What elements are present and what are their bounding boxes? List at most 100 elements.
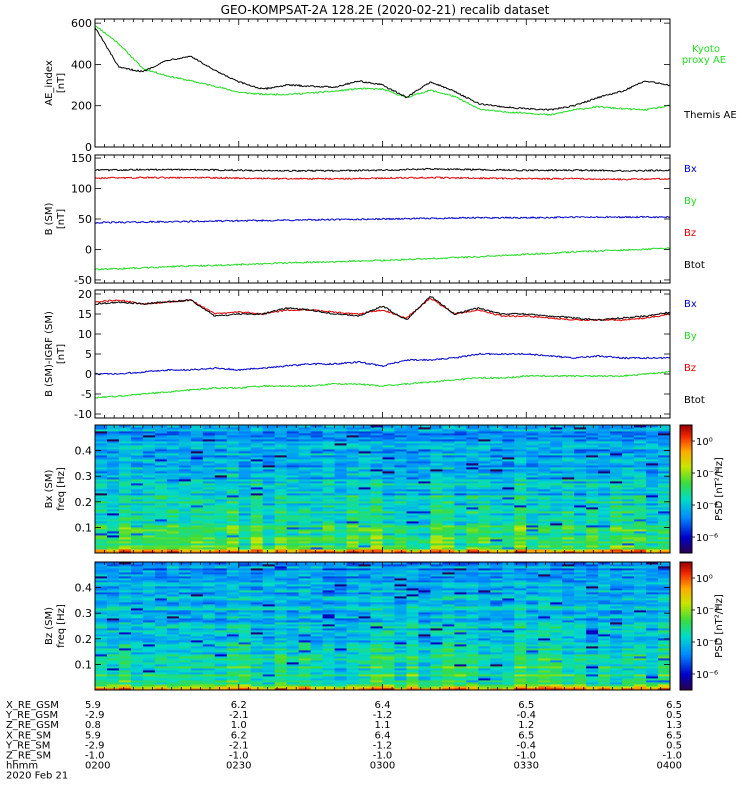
spectrogram-cell [286,483,300,486]
spectrogram-cell [334,495,347,498]
spectrogram-cell [250,652,264,655]
spectrogram-cell [406,491,419,494]
spectrogram-cell [370,646,383,649]
spectrogram-cell [490,483,503,486]
spectrogram-cell [226,541,240,544]
spectrogram-cell [358,531,371,534]
spectrogram-cell [442,497,455,500]
spectrogram-cell [118,543,132,546]
spectrogram-cell [430,439,443,442]
spectrogram-cell [526,425,539,428]
spectrogram-cell [574,479,587,482]
spectrogram-cell [382,489,395,492]
spectrogram-cell [95,668,108,671]
spectrogram-cell [358,513,371,516]
spectrogram-cell [646,523,659,526]
spectrogram-cell [514,515,527,518]
spectrogram-cell [622,447,635,450]
spectrogram-cell [226,652,240,655]
spectrogram-cell [262,503,276,506]
spectrogram-cell [490,503,503,506]
spectrogram-cell [346,644,359,647]
spectrogram-cell [562,678,575,681]
spectrogram-cell [334,660,347,663]
spectrogram-cell [586,688,599,691]
spectrogram-cell [394,648,407,651]
spectrogram-cell [142,680,156,683]
spectrogram-cell [298,678,312,681]
spectrogram-cell [95,648,108,651]
spectrogram-cell [586,519,599,522]
spectrogram-cell [550,447,563,450]
spectrogram-cell [418,656,431,659]
spectrogram-cell [250,507,264,510]
spectrogram-cell [574,435,587,438]
spectrogram-cell [382,525,395,528]
spectrogram-cell [430,443,443,446]
spectrogram-cell [550,489,563,492]
spectrogram-cell [646,491,659,494]
spectrogram-cell [322,483,335,486]
spectrogram-cell [454,688,467,691]
spectrogram-cell [394,483,407,486]
spectrogram-cell [382,662,395,665]
spectrogram-cell [442,535,455,538]
spectrogram-cell [646,443,659,446]
spectrogram-cell [334,511,347,514]
spectrogram-cell [454,549,467,552]
spectrogram-cell [214,549,228,552]
spectrogram-cell [502,475,515,478]
spectrogram-cell [550,525,563,528]
spectrogram-cell [490,489,503,492]
spectrogram-cell [550,495,563,498]
spectrogram-cell [202,682,216,685]
spectrogram-cell [586,475,599,478]
spectrogram-cell [118,481,132,484]
spectrogram-cell [262,501,276,504]
spectrogram-cell [478,459,491,462]
spectrogram-cell [382,642,395,645]
legend-kyoto-proxy-ae: Kyoto [692,44,720,55]
spectrogram-cell [466,656,479,659]
spectrogram-cell [442,427,455,430]
spectrogram-cell [610,535,623,538]
spectrogram-cell [202,485,216,488]
spectrogram-cell [95,662,108,665]
spectrogram-cell [346,465,359,468]
spectrogram-cell [442,489,455,492]
spectrogram-cell [95,513,108,516]
spectrogram-cell [514,545,527,548]
spectrogram-cell [586,521,599,524]
spectrogram-cell [334,648,347,651]
spectrogram-cell [430,479,443,482]
spectrogram-cell [634,680,647,683]
spectrogram-cell [214,533,228,536]
spectrogram-cell [562,431,575,434]
spectrogram-cell [658,499,671,502]
spectrogram-cell [502,547,515,550]
spectrogram-cell [466,680,479,683]
spectrogram-cell [322,680,335,683]
spectrogram-cell [286,664,300,667]
colorbar-swatch [680,549,692,552]
spectrogram-cell [586,463,599,466]
spectrogram-cell [622,473,635,476]
spectrogram-cell [95,477,108,480]
spectrogram-cell [370,493,383,496]
spectrogram-cell [586,533,599,536]
spectrogram-cell [298,680,312,683]
spectrogram-cell [454,483,467,486]
spectrogram-cell [106,457,120,460]
spectrogram-cell [238,529,252,532]
spectrogram-cell [95,531,108,534]
spectrogram-cell [382,523,395,526]
spectrogram-cell [298,493,312,496]
spectrogram-cell [658,453,671,456]
spectrogram-cell [346,505,359,508]
spectrogram-cell [526,431,539,434]
spectrogram-cell [478,483,491,486]
spectrogram-cell [286,425,300,428]
spectrogram-cell [166,513,180,516]
spectrogram-cell [130,465,144,468]
